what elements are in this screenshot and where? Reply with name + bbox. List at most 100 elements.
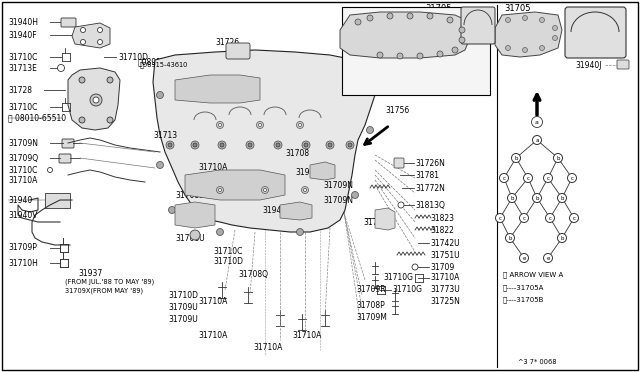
Text: 31940J: 31940J [575, 61, 602, 70]
Text: 31709: 31709 [430, 263, 454, 272]
Circle shape [81, 39, 86, 45]
Text: Ⓐ ARROW VIEW A: Ⓐ ARROW VIEW A [503, 272, 563, 278]
Circle shape [168, 143, 172, 147]
Text: c: c [573, 215, 575, 221]
Circle shape [346, 141, 354, 149]
Text: (FROM JUL.'88 TO MAY '89): (FROM JUL.'88 TO MAY '89) [65, 279, 154, 285]
Circle shape [296, 228, 303, 235]
Circle shape [506, 45, 511, 51]
FancyBboxPatch shape [461, 7, 495, 44]
Polygon shape [68, 68, 120, 130]
Text: 31940H: 31940H [8, 17, 38, 26]
Text: 31709P: 31709P [8, 244, 37, 253]
Text: 31710C: 31710C [8, 52, 37, 61]
Text: 31937: 31937 [78, 269, 102, 278]
Text: 31709X(FROM MAY '89): 31709X(FROM MAY '89) [65, 288, 143, 294]
Text: 31710C: 31710C [8, 166, 37, 174]
Text: 31710A: 31710A [8, 176, 37, 185]
Circle shape [302, 141, 310, 149]
Circle shape [190, 230, 200, 240]
Circle shape [90, 94, 102, 106]
Text: 31709N: 31709N [323, 180, 353, 189]
Circle shape [397, 53, 403, 59]
Circle shape [216, 228, 223, 235]
Circle shape [447, 17, 453, 23]
Circle shape [93, 97, 99, 103]
FancyBboxPatch shape [617, 60, 629, 69]
Polygon shape [175, 202, 215, 228]
Circle shape [522, 48, 527, 52]
Text: 31710H: 31710H [8, 259, 38, 267]
Text: 31709Q: 31709Q [8, 154, 38, 163]
Circle shape [367, 126, 374, 134]
Text: Ⓑ----31705A: Ⓑ----31705A [503, 285, 545, 291]
Circle shape [326, 141, 334, 149]
Circle shape [216, 186, 223, 193]
Circle shape [387, 13, 393, 19]
Text: 31772N: 31772N [415, 183, 445, 192]
Circle shape [246, 141, 254, 149]
Circle shape [218, 124, 221, 126]
Text: 31940E: 31940E [295, 167, 324, 176]
Text: 31710A: 31710A [198, 163, 227, 171]
Text: a: a [535, 119, 539, 125]
Text: 31940F: 31940F [8, 31, 36, 39]
Text: c: c [570, 176, 573, 180]
Circle shape [166, 141, 174, 149]
Circle shape [459, 27, 465, 33]
Circle shape [157, 161, 163, 169]
Polygon shape [153, 50, 375, 232]
Circle shape [218, 141, 226, 149]
Circle shape [506, 234, 515, 243]
Polygon shape [175, 75, 260, 103]
FancyBboxPatch shape [61, 18, 76, 27]
Circle shape [274, 141, 282, 149]
Circle shape [97, 28, 102, 32]
Text: 31725N: 31725N [430, 298, 460, 307]
Text: b: b [510, 196, 514, 201]
Circle shape [248, 143, 252, 147]
Text: 31823: 31823 [430, 214, 454, 222]
Text: a: a [535, 138, 539, 142]
Text: Ⓦ08915-43610: Ⓦ08915-43610 [140, 62, 188, 68]
Text: 31710A: 31710A [253, 343, 282, 353]
Text: 31705: 31705 [425, 3, 451, 13]
Polygon shape [495, 12, 562, 57]
Text: 31751U: 31751U [430, 250, 460, 260]
Circle shape [520, 253, 529, 263]
Bar [45, 193, 70, 208]
Text: 31822: 31822 [430, 225, 454, 234]
Text: 31710A: 31710A [430, 273, 460, 282]
Text: b: b [560, 196, 564, 201]
FancyBboxPatch shape [226, 43, 250, 59]
FancyBboxPatch shape [394, 158, 404, 168]
Circle shape [520, 214, 529, 222]
Polygon shape [340, 12, 470, 58]
FancyBboxPatch shape [565, 7, 626, 58]
Circle shape [355, 19, 361, 25]
Text: 31713E: 31713E [8, 64, 37, 73]
Circle shape [328, 143, 332, 147]
Circle shape [79, 117, 85, 123]
Circle shape [218, 189, 221, 192]
Circle shape [557, 193, 566, 202]
Circle shape [79, 77, 85, 83]
Text: c: c [502, 176, 506, 180]
Text: e: e [547, 256, 550, 260]
FancyBboxPatch shape [59, 154, 71, 163]
Text: 31726N: 31726N [415, 158, 445, 167]
Circle shape [499, 173, 509, 183]
Circle shape [557, 234, 566, 243]
Text: 31709U: 31709U [168, 315, 198, 324]
Circle shape [437, 51, 443, 57]
Circle shape [259, 124, 262, 126]
Text: 31940G: 31940G [262, 205, 292, 215]
Text: c: c [499, 215, 502, 221]
Text: 31710A: 31710A [198, 298, 227, 307]
Circle shape [97, 39, 102, 45]
Text: c: c [548, 215, 552, 221]
Circle shape [417, 53, 423, 59]
Polygon shape [185, 170, 285, 200]
Text: 31940: 31940 [8, 196, 32, 205]
Text: b: b [556, 155, 560, 160]
